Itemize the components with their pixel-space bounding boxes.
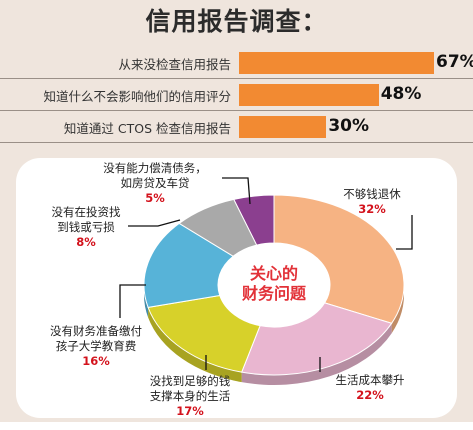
bar: [239, 52, 434, 74]
bar: [239, 116, 327, 138]
row-divider: [0, 78, 473, 79]
bar-label: 知道什么不会影响他们的信用评分: [43, 89, 231, 104]
bar-row: 从来没检查信用报告 67%: [0, 48, 473, 79]
leader-line: [119, 284, 146, 318]
slice-label: 没找到足够的钱: [150, 374, 231, 388]
bar-label: 从来没检查信用报告: [118, 57, 231, 72]
slice-value-label: 22%: [356, 388, 384, 402]
leader-line: [128, 219, 181, 227]
row-divider: [0, 142, 473, 143]
slice-value-label: 17%: [176, 404, 204, 418]
bar-row: 知道通过 CTOS 检查信用报告 30%: [0, 112, 473, 143]
bar-row: 知道什么不会影响他们的信用评分 48%: [0, 80, 473, 111]
slice-label: 没有财务准备缴付: [50, 324, 142, 338]
leader-line: [396, 215, 413, 250]
slice-value-label: 16%: [82, 354, 110, 368]
slice-label: 孩子大学教育费: [56, 339, 137, 353]
slice-label: 到钱或亏损: [57, 220, 115, 234]
slice-value-label: 32%: [358, 202, 386, 216]
slice-label: 生活成本攀升: [336, 373, 405, 387]
slice-label: 没有在投资找: [52, 205, 121, 219]
bar-label: 知道通过 CTOS 检查信用报告: [63, 121, 231, 136]
bar-value-label: 67%: [436, 52, 473, 72]
slice-label: 支撑本身的生活: [150, 389, 231, 403]
bar-section-background: [0, 0, 473, 150]
pie-slice-side: [241, 323, 392, 385]
row-divider: [0, 110, 473, 111]
bar-value-label: 30%: [328, 116, 370, 136]
slice-label: 不够钱退休: [343, 187, 401, 201]
leader-line: [222, 177, 251, 205]
slice-value-label: 5%: [145, 191, 165, 205]
pie-center-hole: [218, 243, 330, 327]
pie-slice-side: [148, 307, 242, 383]
slice-label: 如房贷及车贷: [121, 176, 190, 190]
bar-chart: 从来没检查信用报告 67% 知道什么不会影响他们的信用评分 48% 知道通过 C…: [0, 48, 473, 148]
slice-value-label: 8%: [76, 235, 96, 249]
page-title: 信用报告调查：: [145, 7, 328, 36]
pie-center-label-line2: 财务问题: [241, 284, 307, 303]
slice-label: 没有能力偿清债务，: [103, 161, 207, 175]
bar: [239, 84, 379, 106]
pie-center-label-line1: 关心的: [250, 264, 298, 283]
bar-value-label: 48%: [380, 84, 422, 104]
